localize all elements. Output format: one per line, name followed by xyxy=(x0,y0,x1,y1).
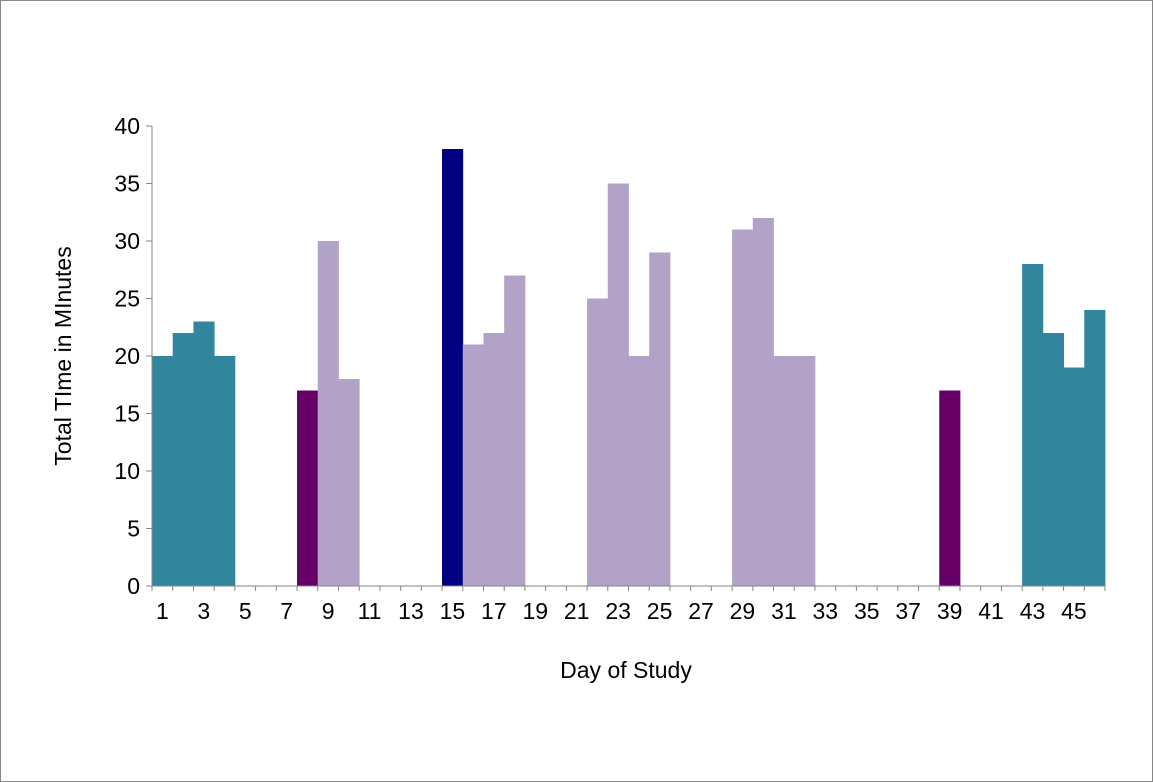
y-axis-ticks: 0 5 10 15 20 25 30 35 40 xyxy=(114,113,152,599)
bar-day-10 xyxy=(338,379,360,586)
x-tick-label: 5 xyxy=(239,598,252,624)
bar-day-24 xyxy=(628,356,650,586)
x-tick-label: 45 xyxy=(1061,598,1087,624)
bar-day-46 xyxy=(1084,310,1106,586)
x-tick-label: 31 xyxy=(771,598,797,624)
y-tick-label: 5 xyxy=(127,516,140,542)
bar-day-15 xyxy=(442,149,464,586)
bar-day-9 xyxy=(317,241,339,586)
bar-day-3 xyxy=(193,321,215,586)
y-tick-label: 40 xyxy=(114,113,140,139)
bar-series xyxy=(152,149,1106,586)
bar-day-22 xyxy=(587,298,609,586)
x-tick-label: 23 xyxy=(605,598,631,624)
x-tick-label: 17 xyxy=(481,598,507,624)
y-tick-label: 15 xyxy=(114,401,140,427)
y-tick-label: 0 xyxy=(127,573,140,599)
x-tick-label: 43 xyxy=(1020,598,1046,624)
x-tick-label: 35 xyxy=(854,598,880,624)
x-tick-label: 27 xyxy=(688,598,714,624)
bar-day-18 xyxy=(504,275,526,586)
x-tick-label: 37 xyxy=(895,598,921,624)
bar-day-43 xyxy=(1022,264,1044,586)
x-tick-label: 41 xyxy=(978,598,1004,624)
bar-day-29 xyxy=(732,229,754,586)
x-tick-label: 21 xyxy=(564,598,590,624)
y-tick-label: 35 xyxy=(114,171,140,197)
x-tick-label: 19 xyxy=(522,598,548,624)
x-tick-label: 11 xyxy=(358,598,382,624)
y-tick-label: 10 xyxy=(114,458,140,484)
x-tick-label: 33 xyxy=(813,598,839,624)
x-axis-ticks: 1 3 5 7 9 11 13 15 17 19 21 23 25 27 29 31 33 35 37 39 41 43 4… xyxy=(151,586,1106,624)
bar-day-31 xyxy=(773,356,795,586)
x-tick-label: 39 xyxy=(937,598,963,624)
x-axis-label: Day of Study xyxy=(560,657,692,683)
x-tick-label: 29 xyxy=(730,598,756,624)
x-tick-label: 13 xyxy=(398,598,424,624)
bar-day-1 xyxy=(152,356,174,586)
y-tick-label: 30 xyxy=(114,228,140,254)
bar-day-25 xyxy=(649,252,671,586)
bar-day-32 xyxy=(794,356,816,586)
bar-day-44 xyxy=(1042,333,1064,586)
x-tick-label: 15 xyxy=(440,598,466,624)
bar-day-2 xyxy=(172,333,194,586)
bar-day-8 xyxy=(297,390,319,586)
x-tick-label: 9 xyxy=(322,598,335,624)
bar-day-16 xyxy=(462,344,484,586)
bar-day-17 xyxy=(483,333,505,586)
x-tick-label: 7 xyxy=(280,598,293,624)
bar-day-30 xyxy=(752,218,774,586)
x-tick-label: 1 xyxy=(156,598,169,624)
x-tick-label: 25 xyxy=(647,598,673,624)
y-tick-label: 20 xyxy=(114,343,140,369)
y-tick-label: 25 xyxy=(114,286,140,312)
bar-day-4 xyxy=(214,356,236,586)
bar-day-23 xyxy=(607,183,629,586)
x-tick-label: 3 xyxy=(197,598,210,624)
bar-day-39 xyxy=(939,390,961,586)
y-axis-label: Total TIme in MInutes xyxy=(50,246,76,465)
bar-day-45 xyxy=(1063,367,1085,586)
